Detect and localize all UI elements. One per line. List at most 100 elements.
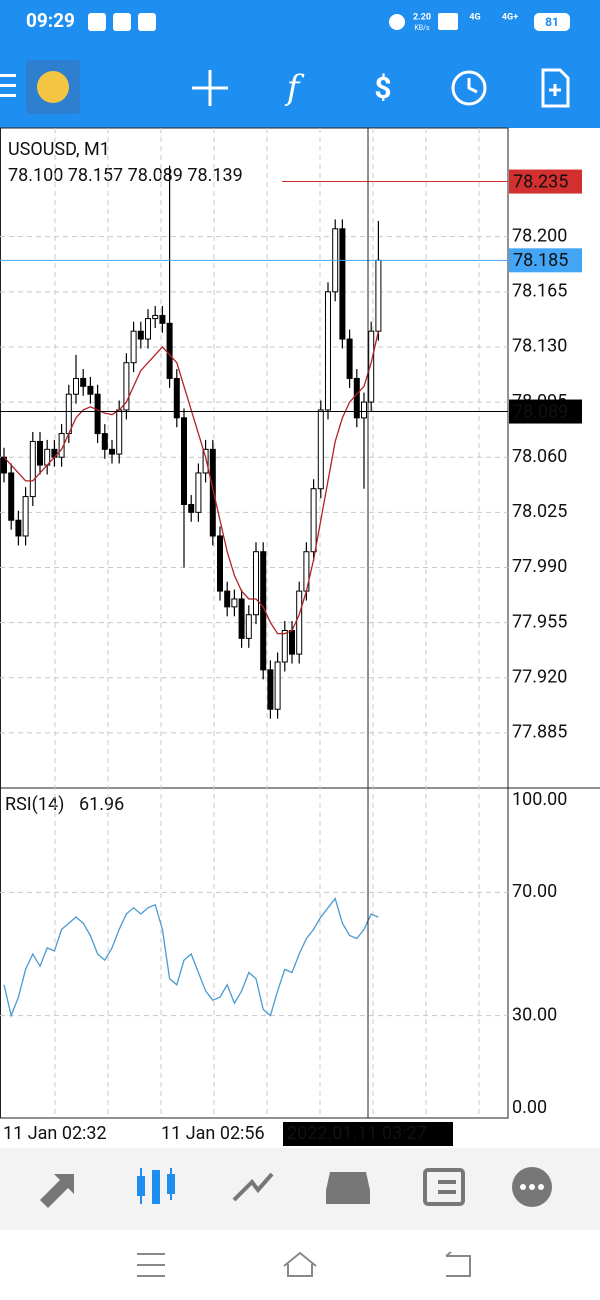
y-tick-label: 77.990 <box>512 556 567 577</box>
candle-body <box>274 661 281 710</box>
candle-body <box>361 401 367 419</box>
chat-tab[interactable] <box>512 1167 552 1207</box>
candle-body <box>37 440 43 466</box>
rsi-tick-label: 0.00 <box>512 1097 547 1118</box>
y-tick-label: 77.885 <box>512 722 567 743</box>
x-tick-label: 11 Jan 02:56 <box>161 1123 265 1144</box>
y-tick-label: 77.920 <box>512 666 567 687</box>
candle-body <box>152 314 159 320</box>
price-tag-label: 78.089 <box>513 401 568 422</box>
price-tag-label: 78.235 <box>513 171 568 192</box>
candle-body <box>253 551 259 616</box>
battery-level: 81 <box>545 15 559 29</box>
candle-body <box>238 598 245 639</box>
candle-body <box>94 393 101 435</box>
candle-body <box>101 433 108 450</box>
candle-body <box>116 409 123 455</box>
candle-body <box>325 291 331 411</box>
rsi-label: RSI(14) <box>5 794 64 815</box>
candle-body <box>245 614 252 639</box>
quotes-tab[interactable] <box>40 1174 74 1208</box>
time-tag-label: 2022.01.11 03:27 <box>287 1123 427 1144</box>
candle-body <box>339 228 346 340</box>
x-tick-label: 11 Jan 02:32 <box>3 1123 107 1144</box>
battery <box>534 13 570 31</box>
candle-body <box>173 377 180 419</box>
candle-body <box>217 535 223 592</box>
y-tick-label: 78.165 <box>512 281 567 302</box>
price-tag-label: 78.185 <box>513 250 568 271</box>
candle-body <box>87 385 94 395</box>
crosshair-tool[interactable] <box>192 70 228 106</box>
candle-body <box>166 322 173 379</box>
candle-body <box>130 330 137 364</box>
candle-body <box>8 472 15 521</box>
candle-body <box>65 393 72 435</box>
history-tab[interactable] <box>326 1172 370 1204</box>
price-tag <box>509 399 582 424</box>
candle-body <box>375 259 382 332</box>
trade-tool[interactable]: $ <box>374 71 391 106</box>
candle-body <box>231 598 238 608</box>
rsi-tick-label: 30.00 <box>512 1004 557 1025</box>
candle-body <box>145 318 151 340</box>
candle-body <box>224 590 231 608</box>
candle-body <box>73 377 79 395</box>
candle-body <box>109 448 115 455</box>
candle-body <box>202 448 209 474</box>
symbol: USOUSD, M1 <box>8 139 110 160</box>
rsi-line <box>3 897 379 1018</box>
candle-body <box>195 472 202 513</box>
candle-body <box>353 377 360 419</box>
y-tick-label: 77.955 <box>512 611 567 632</box>
price-tag <box>509 248 582 273</box>
candle-body <box>310 488 317 553</box>
clock: 09:29 <box>26 9 75 32</box>
rsi-value: 61.96 <box>79 794 124 815</box>
candle-body <box>15 519 22 537</box>
hd-icon <box>438 13 458 30</box>
app-icon <box>88 13 106 31</box>
app-icon <box>113 13 131 31</box>
candle-body <box>289 629 295 655</box>
candle-body <box>317 409 324 490</box>
app-icon <box>138 13 156 31</box>
moving-average <box>3 331 380 635</box>
price-tag <box>509 169 582 194</box>
trade-tab[interactable] <box>232 1172 274 1202</box>
rsi-tick-label: 70.00 <box>512 881 557 902</box>
network: 4G <box>469 12 480 22</box>
y-tick-label: 78.025 <box>512 501 567 522</box>
network: 4G+ <box>502 12 518 22</box>
candle-body <box>368 330 375 403</box>
y-tick-label: 78.200 <box>512 225 567 246</box>
system-nav[interactable] <box>137 1251 471 1277</box>
candle-body <box>80 377 87 387</box>
bottom-nav <box>0 1148 600 1230</box>
ohlc-info: 78.100 78.157 78.089 78.139 <box>8 165 243 186</box>
candle-body <box>296 590 303 655</box>
candle-body <box>346 338 353 379</box>
candle-body <box>22 496 29 537</box>
candle-body <box>267 669 274 710</box>
alarm-icon <box>389 14 405 30</box>
candle-body <box>209 448 216 537</box>
candle-body <box>281 629 288 663</box>
candle-body <box>181 417 187 505</box>
new-order-tool[interactable] <box>541 68 570 108</box>
menu-button[interactable] <box>0 74 16 97</box>
net-speed: 2.20 <box>413 12 431 22</box>
candle-body <box>137 330 144 340</box>
candle-body <box>29 440 36 498</box>
period-tool[interactable] <box>451 70 487 106</box>
y-tick-label: 78.060 <box>512 446 567 467</box>
news-tab[interactable] <box>423 1168 465 1206</box>
candle-body <box>159 314 166 324</box>
time-tag <box>283 1122 453 1146</box>
y-tick-label: 78.130 <box>512 336 567 357</box>
app-logo-mark <box>37 71 69 103</box>
net-speed-unit: KB/s <box>414 24 430 32</box>
rsi-tick-label: 100.00 <box>512 789 567 810</box>
chart-tab[interactable] <box>137 1168 175 1204</box>
